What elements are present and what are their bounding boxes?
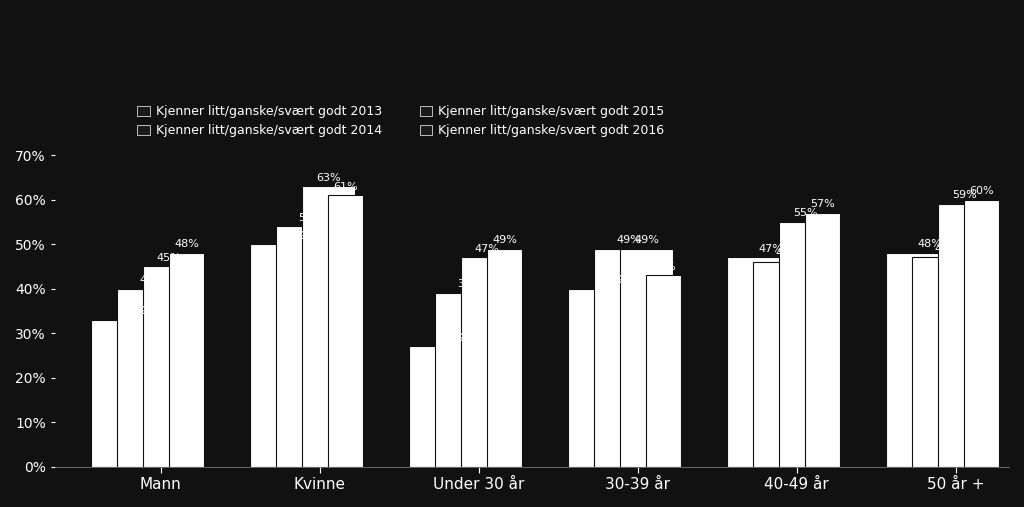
Bar	[487, 248, 522, 466]
Text: 59%: 59%	[952, 191, 977, 200]
Bar	[621, 248, 673, 466]
Text: 47%: 47%	[758, 244, 783, 254]
Text: 54%: 54%	[298, 213, 324, 223]
Bar	[435, 293, 505, 466]
Text: 40%: 40%	[599, 275, 624, 285]
Text: 57%: 57%	[811, 199, 836, 209]
Text: 43%: 43%	[651, 262, 676, 272]
Text: 48%: 48%	[174, 239, 200, 249]
Bar	[409, 346, 496, 466]
Text: 47%: 47%	[475, 244, 500, 254]
Bar	[461, 258, 514, 466]
Text: 63%: 63%	[316, 173, 341, 183]
Bar	[806, 213, 841, 466]
Text: 39%: 39%	[458, 279, 482, 289]
Bar	[727, 258, 814, 466]
Text: 45%: 45%	[157, 253, 181, 263]
Bar	[567, 288, 655, 466]
Bar	[275, 226, 346, 466]
Text: 49%: 49%	[616, 235, 641, 245]
Bar	[938, 204, 990, 466]
Bar	[886, 253, 973, 466]
Bar	[965, 200, 999, 466]
Bar	[329, 195, 364, 466]
Bar	[912, 258, 982, 466]
Bar	[90, 320, 178, 466]
Text: 46%: 46%	[775, 248, 801, 258]
Bar	[779, 222, 831, 466]
Text: 55%: 55%	[794, 208, 818, 218]
Bar	[753, 262, 823, 466]
Text: 60%: 60%	[970, 186, 994, 196]
Bar	[169, 253, 204, 466]
Bar	[302, 186, 354, 466]
Text: 48%: 48%	[918, 239, 942, 249]
Text: 61%: 61%	[334, 182, 358, 192]
Text: 49%: 49%	[634, 235, 658, 245]
Text: 49%: 49%	[493, 235, 517, 245]
Text: 33%: 33%	[122, 306, 146, 316]
Legend: Kjenner litt/ganske/svært godt 2013, Kjenner litt/ganske/svært godt 2014, Kjenne: Kjenner litt/ganske/svært godt 2013, Kje…	[137, 105, 665, 137]
Bar	[250, 244, 337, 466]
Bar	[646, 275, 681, 466]
Text: 27%: 27%	[440, 333, 465, 343]
Text: 40%: 40%	[139, 275, 164, 285]
Text: 47%: 47%	[935, 244, 959, 254]
Bar	[594, 248, 664, 466]
Bar	[117, 288, 186, 466]
Bar	[143, 266, 196, 466]
Text: 50%: 50%	[281, 231, 305, 240]
